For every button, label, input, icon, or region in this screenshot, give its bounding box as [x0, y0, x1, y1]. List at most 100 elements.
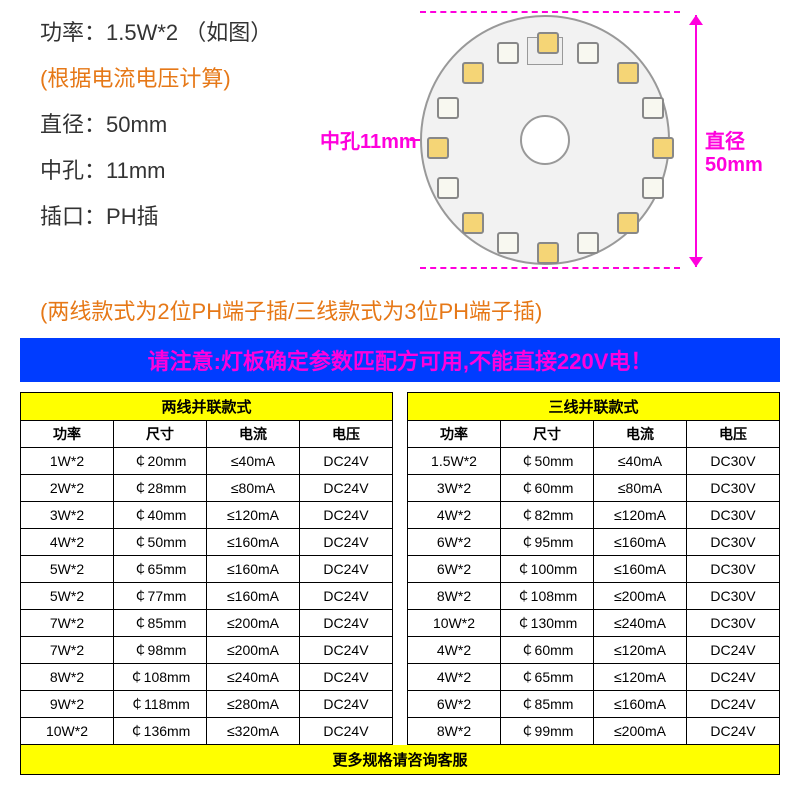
- diameter-label: 直径：: [40, 112, 106, 137]
- led-chip: [537, 32, 559, 54]
- dim-arrow-up-icon: [689, 15, 703, 25]
- table-cell: 4W*2: [408, 637, 501, 664]
- table-cell: ≤280mA: [207, 691, 300, 718]
- table-cell: ￠82mm: [501, 502, 594, 529]
- table-cell: DC24V: [300, 556, 393, 583]
- led-chip: [462, 62, 484, 84]
- connector-note: (两线款式为2位PH端子插/三线款式为3位PH端子插): [0, 290, 800, 334]
- table-cell: 3W*2: [21, 502, 114, 529]
- dim-top-line: [420, 11, 680, 13]
- table-three-wire: 三线并联款式 功率尺寸电流电压 1.5W*2￠50mm≤40mADC30V3W*…: [407, 392, 780, 745]
- col-header: 电流: [207, 421, 300, 448]
- table-right-title: 三线并联款式: [408, 393, 780, 421]
- table-cell: 5W*2: [21, 583, 114, 610]
- led-chip: [652, 137, 674, 159]
- table-cell: ￠50mm: [501, 448, 594, 475]
- table-row: 3W*2￠60mm≤80mADC30V: [408, 475, 780, 502]
- table-row: 8W*2￠108mm≤240mADC24V: [21, 664, 393, 691]
- table-cell: ￠28mm: [114, 475, 207, 502]
- table-cell: ￠65mm: [114, 556, 207, 583]
- table-cell: DC30V: [687, 502, 780, 529]
- table-row: 8W*2￠108mm≤200mADC30V: [408, 583, 780, 610]
- table-cell: DC24V: [300, 529, 393, 556]
- col-header: 功率: [408, 421, 501, 448]
- table-cell: 4W*2: [21, 529, 114, 556]
- table-cell: ≤160mA: [594, 691, 687, 718]
- table-cell: ￠20mm: [114, 448, 207, 475]
- table-cell: DC24V: [300, 610, 393, 637]
- table-cell: 6W*2: [408, 691, 501, 718]
- table-row: 10W*2￠136mm≤320mADC24V: [21, 718, 393, 745]
- table-cell: DC30V: [687, 583, 780, 610]
- power-label: 功率：: [40, 20, 106, 45]
- col-header: 功率: [21, 421, 114, 448]
- table-row: 5W*2￠65mm≤160mADC24V: [21, 556, 393, 583]
- table-cell: ≤200mA: [594, 583, 687, 610]
- diameter-value: 50mm: [106, 112, 167, 137]
- table-cell: ￠118mm: [114, 691, 207, 718]
- table-cell: ≤200mA: [207, 637, 300, 664]
- specs-column: 功率：1.5W*2 （如图） (根据电流电压计算) 直径：50mm 中孔：11m…: [40, 15, 360, 285]
- table-cell: 2W*2: [21, 475, 114, 502]
- table-cell: DC24V: [687, 718, 780, 745]
- table-left-wrap: 两线并联款式 功率尺寸电流电压 1W*2￠20mm≤40mADC24V2W*2￠…: [20, 392, 393, 745]
- dim-bottom-line: [420, 267, 680, 269]
- diameter-callout: 直径50mm: [705, 125, 780, 177]
- table-cell: 6W*2: [408, 556, 501, 583]
- table-cell: 4W*2: [408, 502, 501, 529]
- table-row: 4W*2￠60mm≤120mADC24V: [408, 637, 780, 664]
- table-cell: DC24V: [300, 691, 393, 718]
- table-row: 5W*2￠77mm≤160mADC24V: [21, 583, 393, 610]
- led-chip: [497, 232, 519, 254]
- table-cell: 10W*2: [21, 718, 114, 745]
- diagram-column: 中孔11mm 直径50mm: [360, 15, 780, 285]
- table-cell: DC24V: [300, 637, 393, 664]
- table-cell: ￠108mm: [501, 583, 594, 610]
- led-chip: [642, 97, 664, 119]
- table-cell: ≤240mA: [594, 610, 687, 637]
- table-cell: ￠100mm: [501, 556, 594, 583]
- table-cell: DC24V: [300, 448, 393, 475]
- table-cell: 1.5W*2: [408, 448, 501, 475]
- table-cell: 8W*2: [21, 664, 114, 691]
- table-cell: ≤120mA: [594, 664, 687, 691]
- col-header: 电压: [687, 421, 780, 448]
- top-section: 功率：1.5W*2 （如图） (根据电流电压计算) 直径：50mm 中孔：11m…: [0, 0, 800, 290]
- table-cell: DC30V: [687, 556, 780, 583]
- table-cell: 8W*2: [408, 718, 501, 745]
- table-cell: ￠77mm: [114, 583, 207, 610]
- table-cell: ￠50mm: [114, 529, 207, 556]
- table-row: 7W*2￠85mm≤200mADC24V: [21, 610, 393, 637]
- led-chip: [577, 42, 599, 64]
- tables-row: 两线并联款式 功率尺寸电流电压 1W*2￠20mm≤40mADC24V2W*2￠…: [0, 392, 800, 745]
- table-row: 9W*2￠118mm≤280mADC24V: [21, 691, 393, 718]
- col-header: 尺寸: [114, 421, 207, 448]
- table-cell: ￠60mm: [501, 475, 594, 502]
- table-row: 6W*2￠85mm≤160mADC24V: [408, 691, 780, 718]
- table-cell: DC24V: [687, 664, 780, 691]
- table-cell: ￠136mm: [114, 718, 207, 745]
- table-cell: ≤160mA: [594, 529, 687, 556]
- table-cell: DC24V: [300, 475, 393, 502]
- table-cell: ≤160mA: [207, 529, 300, 556]
- led-chip: [462, 212, 484, 234]
- table-cell: ≤80mA: [594, 475, 687, 502]
- hole-label: 中孔：: [40, 158, 106, 183]
- table-right-header-row: 功率尺寸电流电压: [408, 421, 780, 448]
- spec-power-note: (根据电流电压计算): [40, 61, 360, 93]
- table-cell: 10W*2: [408, 610, 501, 637]
- table-cell: DC24V: [300, 664, 393, 691]
- table-cell: ≤120mA: [594, 502, 687, 529]
- table-cell: ￠40mm: [114, 502, 207, 529]
- col-header: 电流: [594, 421, 687, 448]
- table-cell: 4W*2: [408, 664, 501, 691]
- table-cell: DC30V: [687, 610, 780, 637]
- table-cell: ≤40mA: [207, 448, 300, 475]
- table-two-wire: 两线并联款式 功率尺寸电流电压 1W*2￠20mm≤40mADC24V2W*2￠…: [20, 392, 393, 745]
- spec-diameter: 直径：50mm: [40, 107, 360, 139]
- spec-connector: 插口：PH插: [40, 199, 360, 231]
- table-cell: ￠130mm: [501, 610, 594, 637]
- dim-vertical-line: [695, 15, 697, 267]
- table-cell: ≤240mA: [207, 664, 300, 691]
- table-cell: DC24V: [687, 637, 780, 664]
